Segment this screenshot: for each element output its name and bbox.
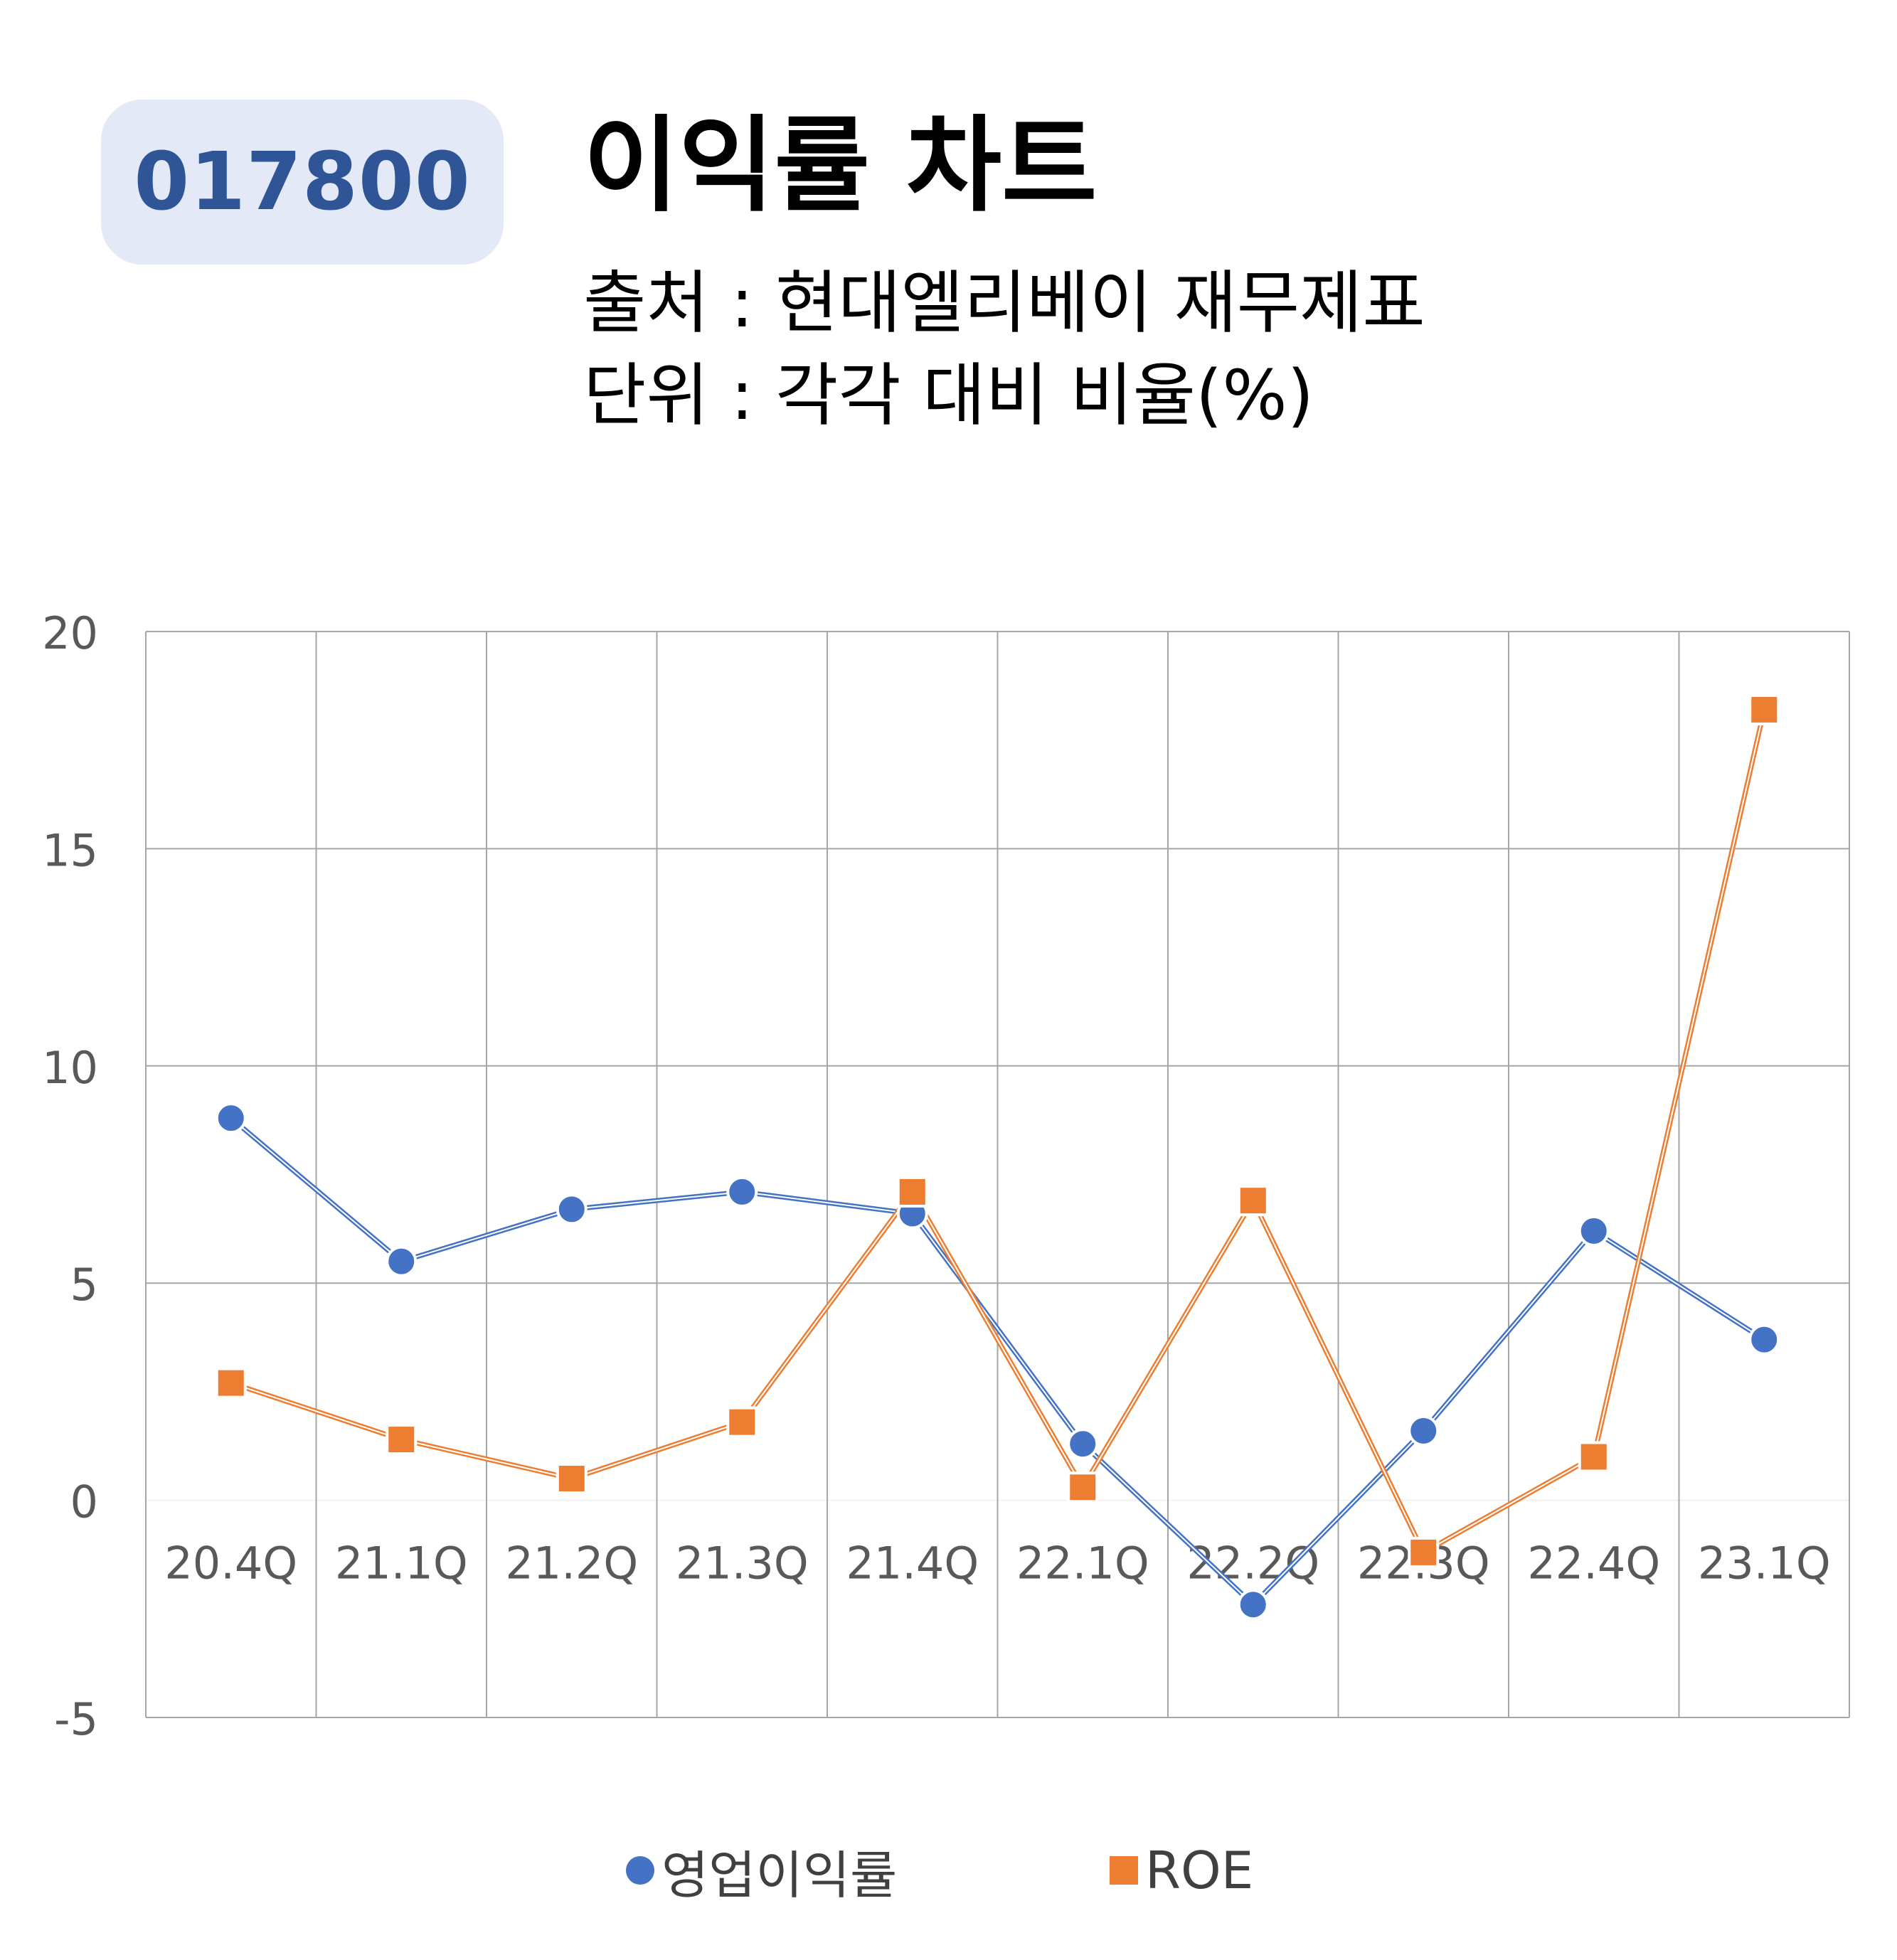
x-tick-label: 22.1Q [1016, 1538, 1149, 1589]
data-point-square [386, 1424, 418, 1456]
x-tick-label: 23.1Q [1698, 1538, 1831, 1589]
legend-item-roe: ROE [1110, 1835, 1253, 1906]
x-tick-label: 21.1Q [335, 1538, 468, 1589]
x-tick-label: 21.3Q [676, 1538, 809, 1589]
data-point-square [726, 1406, 758, 1438]
data-point-square [556, 1463, 588, 1495]
x-tick-label: 20.4Q [164, 1538, 297, 1589]
data-point-square [215, 1367, 247, 1399]
data-point-circle [1067, 1428, 1099, 1460]
data-point-circle [726, 1176, 758, 1208]
series-line-highlight-1 [230, 709, 1765, 1554]
legend-item-operating-margin: 영업이익률 [626, 1835, 897, 1906]
chart-title: 이익률 차트 [583, 105, 1098, 226]
data-point-square [1067, 1471, 1099, 1503]
source-subtitle: 출처 : 현대엘리베이 재무제표 [583, 263, 1425, 343]
y-tick-label: 5 [70, 1259, 98, 1311]
data-point-square [1237, 1185, 1269, 1217]
y-tick-label: 10 [42, 1042, 98, 1094]
chart-legend: 영업이익률 ROE [0, 1835, 1897, 1906]
y-tick-label: 15 [42, 824, 98, 876]
legend-label: ROE [1145, 1841, 1254, 1900]
data-point-square [1578, 1441, 1610, 1473]
y-tick-label: 0 [70, 1476, 98, 1528]
unit-subtitle: 단위 : 각각 대비 비율(%) [583, 356, 1314, 435]
circle-marker-icon [626, 1856, 654, 1885]
y-tick-label: -5 [54, 1693, 98, 1745]
data-point-circle [215, 1102, 247, 1134]
data-point-circle [556, 1193, 588, 1225]
x-tick-label: 22.4Q [1527, 1538, 1660, 1589]
data-point-circle [1578, 1215, 1610, 1247]
ticker-badge: 017800 [101, 100, 504, 265]
data-point-circle [1408, 1415, 1440, 1447]
y-tick-label: 20 [42, 607, 98, 659]
legend-label: 영업이익률 [661, 1845, 898, 1905]
data-point-square [1748, 693, 1780, 725]
data-point-circle [1237, 1589, 1269, 1621]
series-line-highlight-0 [230, 1117, 1765, 1606]
data-point-circle [386, 1245, 418, 1277]
square-marker-icon [1110, 1856, 1138, 1885]
data-point-square [1408, 1536, 1440, 1568]
x-tick-label: 21.2Q [505, 1538, 638, 1589]
data-point-square [896, 1176, 928, 1208]
x-tick-label: 21.4Q [846, 1538, 979, 1589]
data-point-circle [1748, 1323, 1780, 1356]
